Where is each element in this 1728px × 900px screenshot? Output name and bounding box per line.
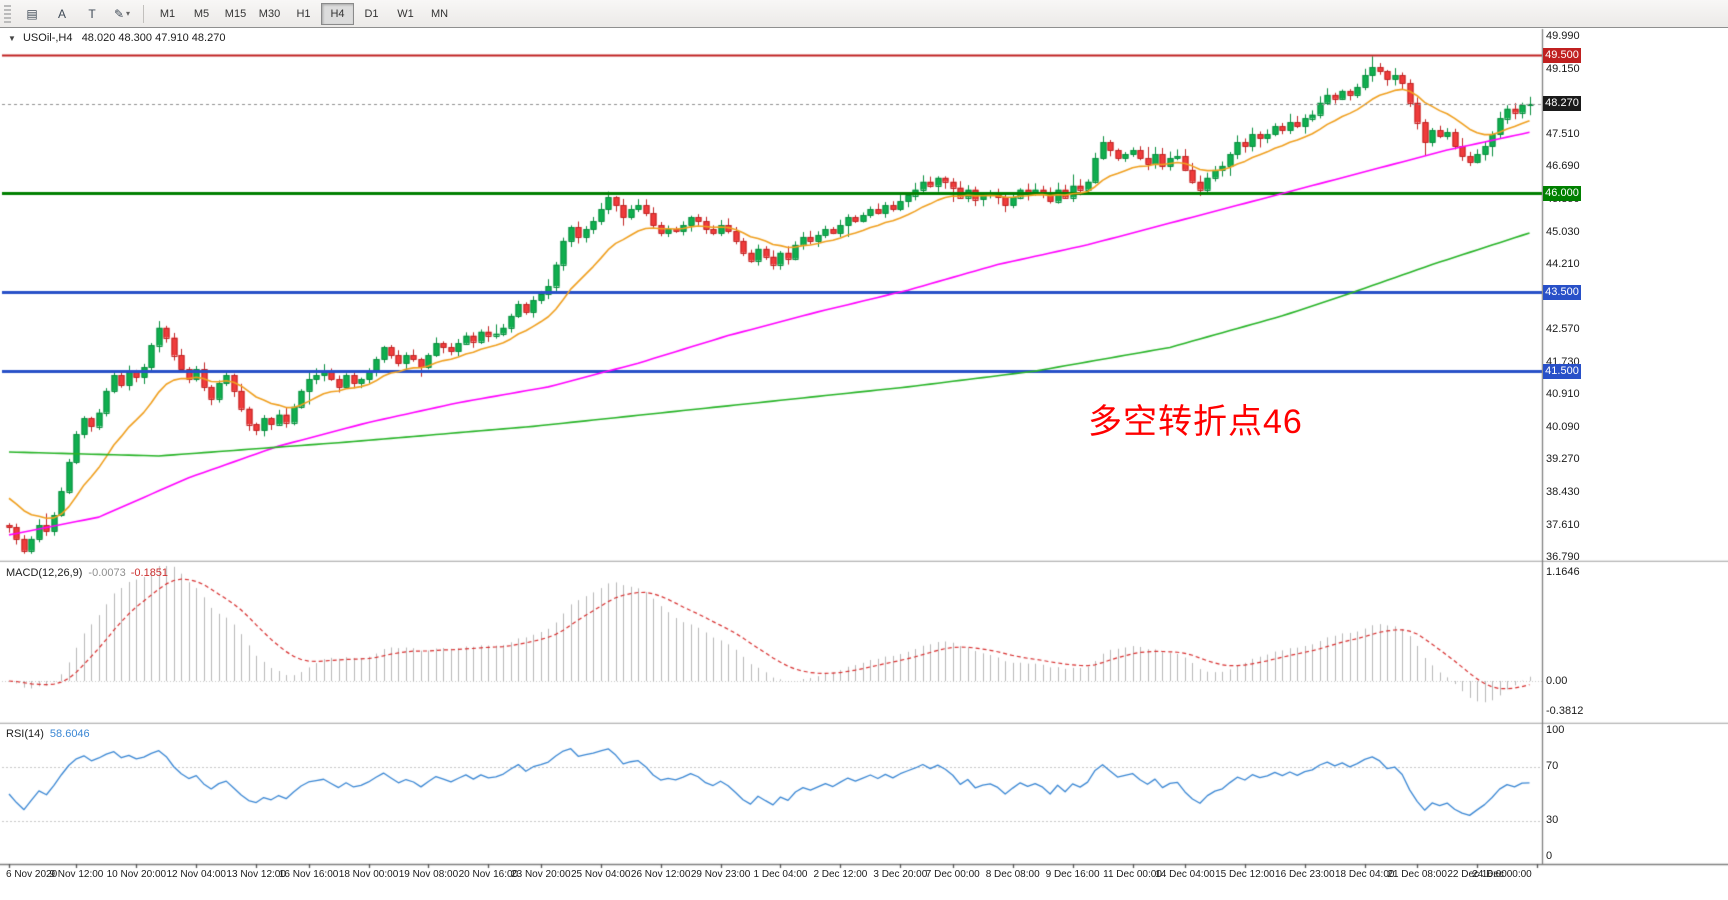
timeframe-button-w1[interactable]: W1 [397,7,414,20]
price-axis-label: 45.030 [1546,225,1580,238]
time-axis-label: 7 Dec 00:00 [925,869,980,880]
price-axis-label: 49.990 [1546,30,1580,42]
macd-axis-label: 1.1646 [1546,566,1580,578]
chart-ohlc-readout: ▼ USOil-,H4 48.020 48.300 47.910 48.270 [8,32,225,44]
time-axis-label: 19 Nov 08:00 [398,869,459,880]
price-axis-label: 39.270 [1546,453,1580,466]
time-axis-label: 23 Nov 20:00 [511,869,571,880]
time-axis-label: 9 Nov 12:00 [49,869,104,880]
toolbar-separator [143,4,144,23]
timeframe-buttons-group: M1 M5 M15 M30 H1 H4 D1 W1 MN [151,2,456,25]
time-axis-label: 8 Dec 08:00 [985,869,1040,880]
rsi-indicator-header: RSI(14) 58.6046 [6,728,90,740]
tool-buttons-group: ▤ A T ✎ ▾ [18,3,136,25]
chart-annotation-text: 多空转折点46 [1088,403,1303,441]
top-toolbar: ▤ A T ✎ ▾ M1 M5 M15 M30 H1 H4 D1 W1 MN [0,0,1728,28]
macd-main-value: -0.0073 [88,567,126,579]
price-axis-label: 40.910 [1546,388,1580,401]
price-axis-label: 40.090 [1546,420,1580,433]
time-axis-label: 12 Nov 04:00 [166,869,227,880]
price-axis-label: 47.510 [1546,127,1580,140]
macd-axis-label: 0.00 [1546,675,1568,688]
timeframe-button-m1[interactable]: M1 [159,7,176,20]
macd-indicator-header: MACD(12,26,9) -0.0073 -0.1851 [6,567,168,579]
toolbar-grip-handle[interactable] [4,4,11,23]
time-axis-label: 18 Nov 00:00 [338,869,399,880]
rsi-label: RSI(14) [6,728,44,740]
timeframe-button-m5[interactable]: M5 [193,7,210,20]
timeframe-button-mn[interactable]: MN [430,7,449,20]
time-axis-label: 25 Nov 04:00 [570,869,631,880]
price-axis-label: 37.610 [1546,518,1580,531]
time-axis-label: 16 Dec 23:00 [1275,869,1335,880]
pivot-46000-badge: 46.000 [1543,185,1581,201]
cursor-tool-button[interactable]: A [57,6,66,21]
time-axis-label: 9 Dec 16:00 [1045,869,1100,880]
timeframe-button-m30[interactable]: M30 [258,7,281,20]
time-axis-label: 11 Dec 00:00 [1103,869,1162,880]
price-axis-label: 49.150 [1546,63,1580,76]
rsi-axis-label: 70 [1546,759,1559,772]
time-axis-label: 26 Nov 12:00 [630,869,691,880]
macd-axis-label: -0.3812 [1546,705,1584,717]
drawing-tools-button[interactable]: ✎ ▾ [113,6,131,21]
rsi-axis-label: 100 [1546,724,1565,736]
time-axis-label: 18 Dec 04:00 [1334,869,1395,880]
time-axis-label: 15 Dec 12:00 [1215,869,1275,880]
time-axis-label: 22 Dec 16:00 [1447,869,1507,880]
support-43500-badge: 43.500 [1543,284,1581,300]
time-axis-label: 6 Nov 2020 [6,869,58,880]
bid-price-badge: 48.270 [1543,96,1581,112]
rsi-value: 58.6046 [49,728,90,740]
price-axis-label: 38.430 [1546,486,1580,499]
rsi-axis-label: 30 [1546,814,1559,827]
time-axis-label: 10 Nov 20:00 [106,869,167,880]
support-41500-badge: 41.500 [1543,363,1581,379]
resistance-49500-badge: 49.500 [1543,47,1581,63]
collapse-triangle-icon[interactable]: ▼ [8,34,16,43]
price-axis-label: 46.690 [1546,160,1580,173]
timeframe-button-m15[interactable]: M15 [224,7,247,20]
price-axis-label: 42.570 [1546,322,1580,335]
time-axis-label: 13 Nov 12:00 [226,869,286,880]
time-axis-label: 21 Dec 08:00 [1387,869,1447,880]
time-axis-label: 16 Nov 16:00 [278,869,339,880]
symbol-period-label: USOil-,H4 [22,32,73,44]
time-axis-label: 2 Dec 12:00 [813,869,868,880]
chart-type-button[interactable]: ▤ [26,6,38,21]
timeframe-button-d1[interactable]: D1 [364,7,379,20]
ohlc-values: 48.020 48.300 47.910 48.270 [81,32,226,44]
time-axis-label: 20 Nov 16:00 [458,869,519,880]
macd-label: MACD(12,26,9) [6,567,83,579]
price-axis-label: 44.210 [1546,258,1580,271]
chevron-down-icon: ▾ [126,9,131,18]
time-axis-label: 24 Dec 00:00 [1472,869,1532,880]
time-axis-label: 14 Dec 04:00 [1155,869,1215,880]
macd-signal-value: -0.1851 [130,567,169,579]
price-axis-label: 36.790 [1546,551,1580,563]
timeframe-button-h1[interactable]: H1 [296,7,311,20]
timeframe-button-h4[interactable]: H4 [321,2,354,25]
time-axis-label: 29 Nov 23:00 [690,869,751,880]
text-tool-button[interactable]: T [88,6,96,21]
time-axis-label: 1 Dec 04:00 [753,869,808,880]
rsi-axis-label: 0 [1546,850,1553,862]
time-axis-label: 3 Dec 20:00 [873,869,928,880]
